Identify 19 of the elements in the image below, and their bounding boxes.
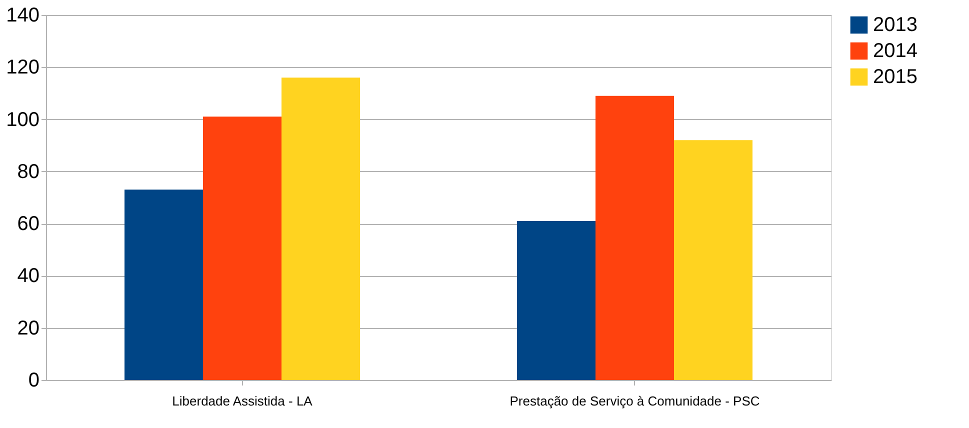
legend-label: 2015 (873, 66, 918, 88)
y-tick-label: 40 (17, 265, 40, 288)
y-tick-label: 140 (6, 4, 40, 26)
bar (282, 78, 360, 380)
legend-label: 2013 (873, 14, 918, 36)
legend-label: 2014 (873, 40, 918, 62)
bar (517, 220, 596, 380)
x-tick-label: Prestação de Serviço à Comunidade - PSC (510, 394, 760, 408)
bar (596, 96, 674, 380)
y-tick-label: 20 (17, 317, 40, 340)
bar (203, 116, 282, 380)
y-tick-label: 120 (6, 56, 40, 79)
bar (124, 190, 203, 380)
y-tick-label: 0 (28, 370, 40, 392)
x-tick-label: Liberdade Assistida - LA (172, 394, 313, 408)
bar (674, 140, 752, 380)
y-tick-label: 60 (17, 213, 40, 236)
y-tick-label: 80 (17, 160, 40, 183)
y-tick-label: 100 (6, 108, 40, 131)
